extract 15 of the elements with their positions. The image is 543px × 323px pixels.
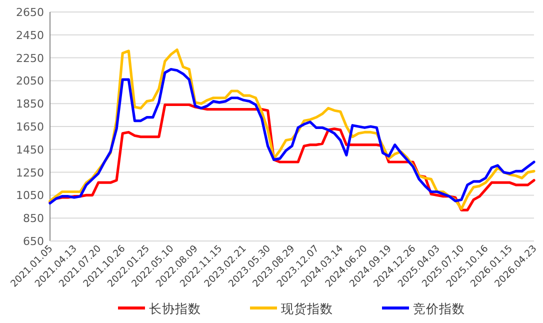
y-tick-label: 1250	[16, 166, 44, 180]
y-tick-label: 2050	[16, 74, 44, 88]
y-tick-label: 1650	[16, 120, 44, 134]
y-tick-label: 650	[23, 235, 44, 248]
legend-label: 竞价指数	[413, 301, 465, 316]
y-tick-label: 1450	[16, 143, 44, 156]
y-tick-label: 1850	[16, 98, 44, 111]
y-tick-label: 850	[23, 212, 44, 226]
legend-label: 现货指数	[281, 301, 333, 316]
y-tick-label: 2650	[16, 6, 44, 19]
line-series	[48, 68, 536, 205]
y-tick-label: 2250	[16, 52, 44, 65]
legend-label: 长协指数	[149, 301, 201, 316]
y-tick-label: 1050	[16, 189, 44, 202]
y-tick-label: 2450	[16, 28, 44, 42]
